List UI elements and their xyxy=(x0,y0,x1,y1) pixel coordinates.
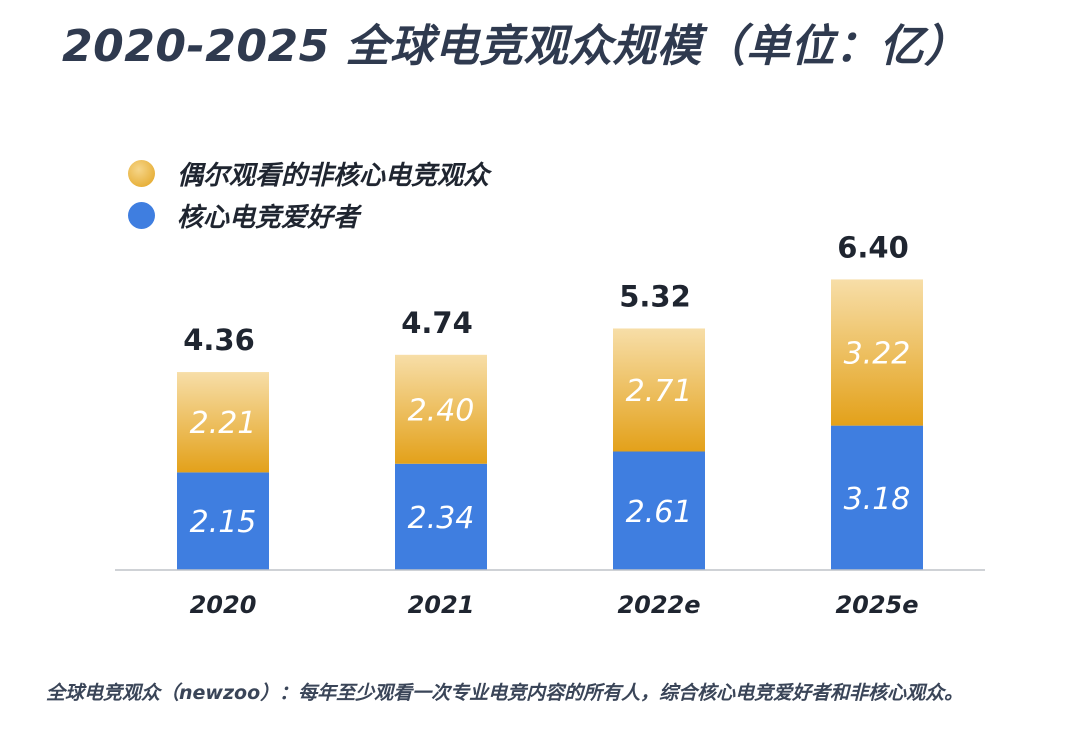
data-label-casual-2022e: 2.71 xyxy=(626,374,693,409)
x-tick-label-2022e: 2022e xyxy=(617,591,700,619)
footnote: 全球电竞观众（newzoo）：每年至少观看一次专业电竞内容的所有人，综合核心电竞… xyxy=(46,682,964,704)
total-label-2022e: 5.32 xyxy=(619,279,691,313)
legend-label-core: 核心电竞爱好者 xyxy=(177,202,360,233)
bar-casual-2022e xyxy=(613,328,705,452)
bar-core-2020 xyxy=(177,472,269,570)
data-label-core-2020: 2.15 xyxy=(190,505,257,540)
chart-title: 2020-2025 全球电竞观众规模（单位：亿） xyxy=(62,21,969,72)
legend-item-casual: 偶尔观看的非核心电竞观众 xyxy=(128,152,489,194)
data-label-casual-2020: 2.21 xyxy=(190,406,257,441)
data-label-core-2021: 2.34 xyxy=(408,501,475,536)
data-label-core-2022e: 2.61 xyxy=(626,495,693,530)
data-label-casual-2025e: 3.22 xyxy=(844,337,911,372)
bar-casual-2025e xyxy=(831,279,923,426)
bar-core-2021 xyxy=(395,463,487,570)
data-label-casual-2021: 2.40 xyxy=(408,393,475,428)
bar-casual-2020 xyxy=(177,372,269,473)
total-label-2020: 4.36 xyxy=(183,323,255,357)
legend: 偶尔观看的非核心电竞观众 核心电竞爱好者 xyxy=(128,152,489,236)
x-tick-label-2025e: 2025e xyxy=(835,591,918,619)
bar-core-2022e xyxy=(613,451,705,570)
legend-dot-core xyxy=(128,201,155,229)
legend-item-core: 核心电竞爱好者 xyxy=(128,194,489,236)
data-label-core-2025e: 3.18 xyxy=(844,482,911,517)
legend-label-casual: 偶尔观看的非核心电竞观众 xyxy=(177,160,490,191)
total-label-2021: 4.74 xyxy=(401,306,473,340)
bar-casual-2021 xyxy=(395,354,487,464)
bar-core-2025e xyxy=(831,425,923,570)
legend-dot-casual xyxy=(128,159,155,187)
x-tick-label-2020: 2020 xyxy=(190,591,257,619)
x-tick-label-2021: 2021 xyxy=(408,591,475,619)
total-label-2025e: 6.40 xyxy=(837,230,909,264)
